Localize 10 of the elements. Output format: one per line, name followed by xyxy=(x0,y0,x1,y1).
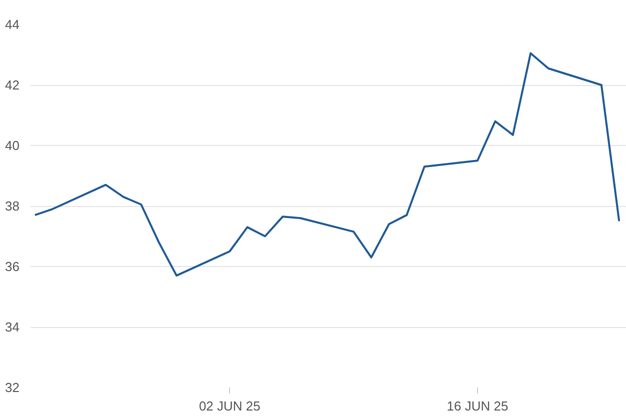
y-tick-label: 44 xyxy=(5,17,20,32)
y-tick-label: 32 xyxy=(5,380,20,395)
y-tick-label: 40 xyxy=(5,138,20,153)
y-tick-label: 38 xyxy=(5,198,20,214)
x-tick-label: 02 JUN 25 xyxy=(198,398,260,414)
x-tick-label: 16 JUN 25 xyxy=(446,398,508,414)
line-series xyxy=(34,52,620,277)
y-tick-label: 42 xyxy=(5,78,20,92)
y-tick-label: 34 xyxy=(5,320,20,334)
y-tick-label: 36 xyxy=(5,259,20,274)
